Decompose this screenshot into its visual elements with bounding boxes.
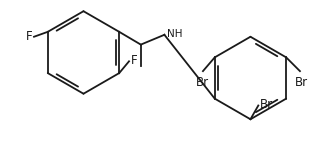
Text: F: F [131,54,138,67]
Text: NH: NH [167,29,183,39]
Text: Br: Br [260,98,273,111]
Text: Br: Br [295,76,308,89]
Text: Br: Br [195,76,209,89]
Text: F: F [25,30,32,43]
